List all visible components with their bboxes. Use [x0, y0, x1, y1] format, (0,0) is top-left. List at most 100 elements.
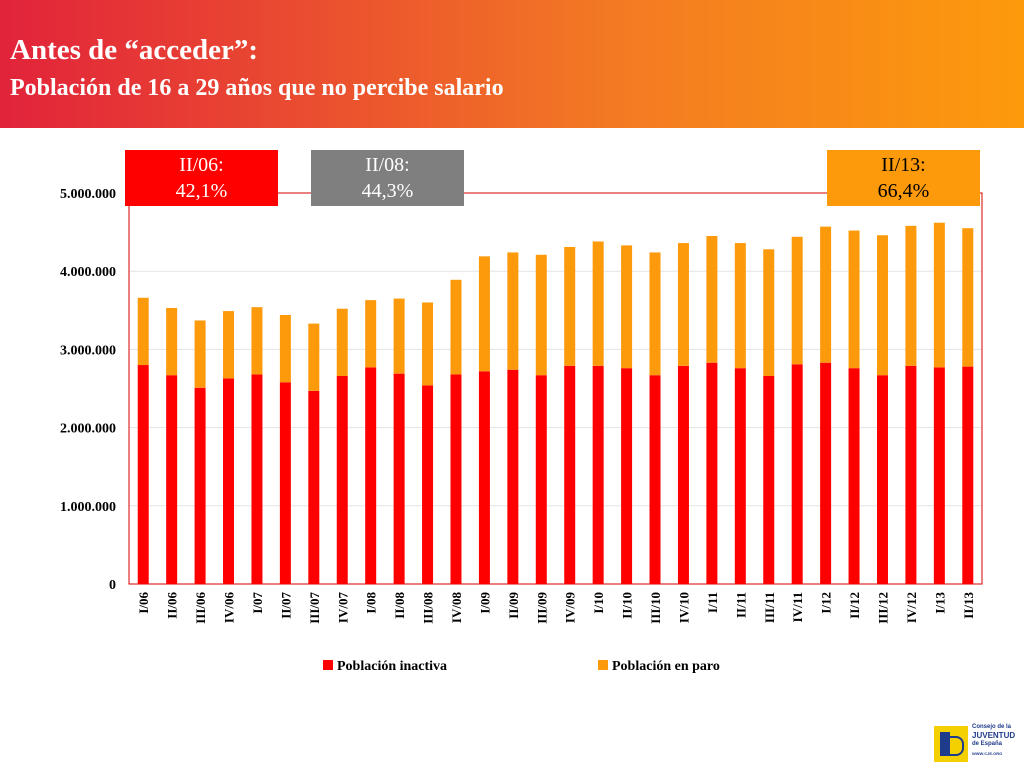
y-tick-label: 3.000.000 [60, 343, 116, 358]
legend-label: Población en paro [612, 659, 720, 674]
cje-emblem-icon [934, 726, 968, 762]
y-tick-label: 0 [109, 578, 116, 593]
y-tick-label: 5.000.000 [60, 187, 116, 202]
x-tick-label: III/08 [421, 592, 436, 624]
x-tick-label: I/13 [932, 592, 947, 614]
bar-paro [535, 254, 547, 376]
x-tick-label: I/08 [364, 592, 379, 614]
bar-paro [279, 314, 291, 383]
x-tick-label: II/09 [506, 592, 521, 619]
logo-line-2: JUVENTUD [972, 731, 1016, 740]
callout-period: II/13: [881, 154, 926, 176]
x-tick-label: IV/08 [449, 592, 464, 624]
logo-url: WWW.CJE.ORG [972, 751, 1003, 756]
x-tick-label: III/07 [307, 592, 322, 624]
bar-paro [848, 230, 860, 369]
bar-paro [564, 246, 576, 366]
x-tick-label: I/09 [477, 592, 492, 614]
title-banner: Antes de “acceder”: Población de 16 a 29… [0, 0, 1024, 128]
x-tick-label: IV/06 [222, 592, 237, 624]
x-tick-label: II/13 [961, 592, 976, 619]
bar-inactiva [308, 390, 320, 584]
logo-line-1: Consejo de la [972, 724, 1012, 730]
x-tick-label: III/09 [534, 592, 549, 624]
x-tick-label: IV/07 [335, 592, 350, 624]
bar-paro [137, 297, 149, 366]
x-tick-label: II/08 [392, 592, 407, 619]
bar-inactiva [649, 375, 661, 584]
bar-inactiva [478, 371, 490, 584]
bar-paro [706, 236, 718, 363]
bar-inactiva [137, 365, 149, 584]
x-tick-label: IV/10 [676, 592, 691, 623]
x-tick-label: III/12 [875, 592, 890, 624]
bar-inactiva [194, 387, 206, 584]
bar-paro [251, 307, 263, 375]
y-tick-label: 2.000.000 [60, 422, 116, 437]
bar-paro [592, 241, 604, 366]
x-tick-label: III/06 [193, 592, 208, 624]
y-tick-label: 1.000.000 [60, 500, 116, 515]
callout-value: 42,1% [175, 180, 228, 202]
bar-inactiva [279, 382, 291, 584]
plot-area-border [128, 192, 983, 585]
x-tick-label: I/10 [591, 592, 606, 614]
callout-period: II/08: [365, 154, 410, 176]
x-tick-label: III/11 [762, 592, 777, 623]
bar-paro [763, 249, 775, 376]
bar-paro [422, 302, 434, 386]
cje-logo: Consejo de la JUVENTUD de España WWW.CJE… [932, 722, 1020, 766]
y-tick-label: 4.000.000 [60, 265, 116, 280]
slide-subtitle: Población de 16 a 29 años que no percibe… [10, 75, 504, 101]
bar-paro [933, 222, 945, 368]
bar-paro [166, 307, 178, 376]
bar-paro [478, 256, 490, 372]
bar-paro [223, 311, 235, 379]
bar-paro [962, 228, 974, 367]
bar-inactiva [223, 378, 235, 584]
bar-inactiva [734, 368, 746, 584]
bar-inactiva [962, 366, 974, 584]
x-tick-label: IV/11 [790, 592, 805, 622]
bar-paro [308, 323, 320, 391]
legend-swatch [598, 660, 608, 670]
bar-inactiva [848, 368, 860, 584]
slide-title: Antes de “acceder”: [10, 34, 259, 66]
bar-paro [621, 245, 633, 369]
bar-inactiva [450, 374, 462, 584]
x-tick-label: I/12 [819, 592, 834, 614]
bar-paro [791, 236, 803, 365]
bar-inactiva [791, 364, 803, 584]
bar-paro [677, 243, 689, 366]
bar-inactiva [763, 375, 775, 584]
logo-line-3: de España [972, 741, 1003, 747]
bar-inactiva [905, 365, 917, 584]
logo-text: Consejo de la JUVENTUD de España WWW.CJE… [972, 724, 1020, 756]
x-tick-label: III/10 [648, 592, 663, 624]
bar-inactiva [876, 375, 888, 584]
bar-inactiva [706, 362, 718, 584]
callout-ii08: II/08: 44,3% [311, 150, 464, 206]
bar-inactiva [535, 375, 547, 584]
bar-inactiva [933, 367, 945, 584]
callout-period: II/06: [179, 154, 224, 176]
bar-inactiva [621, 368, 633, 584]
x-tick-label: II/10 [620, 592, 635, 619]
bar-inactiva [592, 365, 604, 584]
bar-inactiva [507, 369, 519, 584]
callout-value: 66,4% [877, 180, 930, 202]
bar-inactiva [365, 367, 377, 584]
bar-paro [820, 226, 832, 363]
bar-inactiva [336, 375, 348, 584]
bar-paro [365, 300, 377, 368]
bar-inactiva [422, 385, 434, 584]
x-tick-label: IV/12 [904, 592, 919, 623]
callout-ii13: II/13: 66,4% [827, 150, 980, 206]
bar-paro [336, 308, 348, 376]
bar-inactiva [564, 365, 576, 584]
bar-inactiva [251, 374, 263, 584]
callout-ii06: II/06: 42,1% [125, 150, 278, 206]
bar-paro [194, 320, 206, 388]
x-tick-label: I/07 [250, 592, 265, 614]
